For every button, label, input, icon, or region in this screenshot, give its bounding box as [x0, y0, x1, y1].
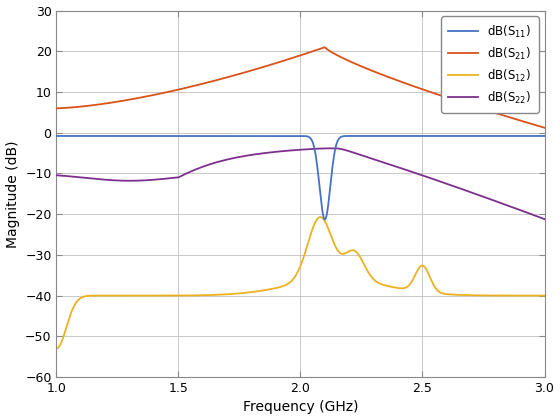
dB(S$_{12}$) — [502, 293, 508, 298]
dB(S$_{22}$) — [262, 150, 269, 155]
dB(S$_{22}$) — [502, 202, 508, 207]
Line: dB(S$_{22}$): dB(S$_{22}$) — [57, 148, 544, 219]
dB(S$_{21}$) — [321, 45, 328, 50]
dB(S$_{12}$) — [526, 293, 533, 298]
Y-axis label: Magnitude (dB): Magnitude (dB) — [6, 140, 20, 247]
dB(S$_{21}$) — [502, 113, 508, 118]
dB(S$_{21}$) — [285, 57, 292, 62]
dB(S$_{12}$) — [53, 346, 60, 351]
dB(S$_{22}$) — [541, 217, 548, 222]
dB(S$_{11}$) — [285, 134, 292, 139]
dB(S$_{22}$) — [328, 146, 335, 151]
Line: dB(S$_{11}$): dB(S$_{11}$) — [57, 136, 544, 219]
dB(S$_{11}$) — [541, 134, 548, 139]
dB(S$_{11}$) — [321, 217, 328, 222]
dB(S$_{11}$) — [526, 134, 533, 139]
dB(S$_{22}$) — [53, 173, 60, 178]
dB(S$_{21}$) — [541, 125, 548, 130]
dB(S$_{11}$) — [258, 134, 265, 139]
dB(S$_{22}$) — [285, 148, 292, 153]
X-axis label: Frequency (GHz): Frequency (GHz) — [242, 400, 358, 415]
dB(S$_{11}$) — [53, 134, 60, 139]
dB(S$_{12}$) — [285, 281, 292, 286]
dB(S$_{12}$) — [541, 293, 548, 298]
Legend: dB(S$_{11}$), dB(S$_{21}$), dB(S$_{12}$), dB(S$_{22}$): dB(S$_{11}$), dB(S$_{21}$), dB(S$_{12}$)… — [441, 16, 539, 113]
dB(S$_{21}$) — [408, 83, 414, 88]
Line: dB(S$_{21}$): dB(S$_{21}$) — [57, 47, 544, 128]
dB(S$_{21}$) — [53, 106, 60, 111]
dB(S$_{21}$) — [526, 121, 533, 126]
dB(S$_{22}$) — [258, 151, 265, 156]
dB(S$_{11}$) — [502, 134, 508, 139]
dB(S$_{12}$) — [258, 288, 265, 293]
Line: dB(S$_{12}$): dB(S$_{12}$) — [57, 217, 544, 349]
dB(S$_{12}$) — [317, 215, 324, 220]
dB(S$_{22}$) — [526, 211, 533, 216]
dB(S$_{21}$) — [258, 65, 265, 70]
dB(S$_{22}$) — [408, 169, 414, 174]
dB(S$_{12}$) — [262, 288, 269, 293]
dB(S$_{11}$) — [262, 134, 269, 139]
dB(S$_{11}$) — [408, 134, 414, 139]
dB(S$_{12}$) — [408, 280, 414, 285]
dB(S$_{21}$) — [262, 64, 269, 69]
